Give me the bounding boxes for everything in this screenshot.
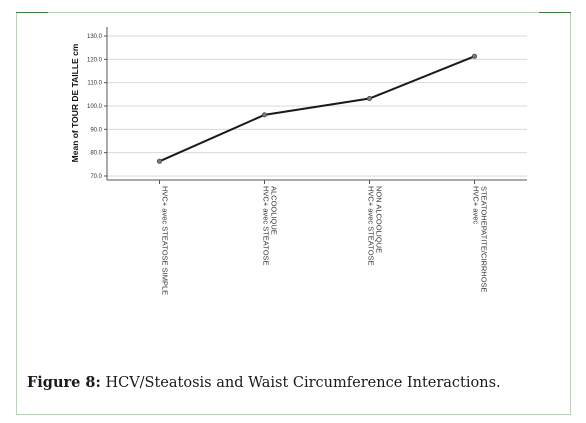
x-tick-label-line: HVC+ avec [472,186,481,224]
figure-frame [16,12,571,415]
frame-corner-top-right [539,12,571,13]
data-point [366,96,372,102]
caption-label: Figure 8: [27,374,101,391]
y-tick-label: 130.0 [87,34,103,40]
data-point [261,112,267,118]
x-tick-label: HVC+ avec STEATOHEPATITE/CIRRHOSE [472,186,489,293]
y-tick-labels: 70.0 80.0 90.0 100.0 110.0 120.0 130.0 [87,34,103,180]
y-tick-label: 110.0 [87,81,102,87]
x-tick-label: HVC+ avec STEATOSE NON ALCOOLIQUE [367,186,384,266]
x-tick-label-line: HVC+ avec STEATOSE [367,186,376,266]
data-point [157,158,163,164]
data-point [471,53,477,59]
x-tick-label-line: HVC+ avec STEATOSE [262,186,271,266]
x-tick-label: HVC+ avec STEATOSE ALCOOLIQUE [262,186,279,266]
y-tick-label: 90.0 [90,127,102,133]
caption-text: HCV/Steatosis and Waist Circumference In… [100,375,501,391]
x-tick-label-line: STEATOHEPATITE/CIRRHOSE [480,186,489,293]
figure-caption: Figure 8: HCV/Steatosis and Waist Circum… [27,374,567,391]
series [157,53,477,164]
y-tick-label: 120.0 [87,57,103,63]
y-axis-label: Mean of TOUR DE TAILLE cm [70,43,80,162]
x-tick-label-line: HVC+ avec STEATOSE SIMPLE [161,186,170,295]
frame-corner-top-left [16,12,48,13]
y-tick-label: 100.0 [87,104,103,110]
series-line [159,55,475,163]
y-tick-label: 70.0 [90,174,102,180]
x-tick-label-line: NON ALCOOLIQUE [375,186,384,253]
x-tick-label: HVC+ avec STEATOSE SIMPLE [161,186,170,295]
axes [104,27,527,184]
x-tick-label-line: ALCOOLIQUE [270,186,279,235]
x-tick-labels: HVC+ avec STEATOSE SIMPLE HVC+ avec STEAT… [161,186,489,295]
y-tick-label: 80.0 [90,151,102,157]
